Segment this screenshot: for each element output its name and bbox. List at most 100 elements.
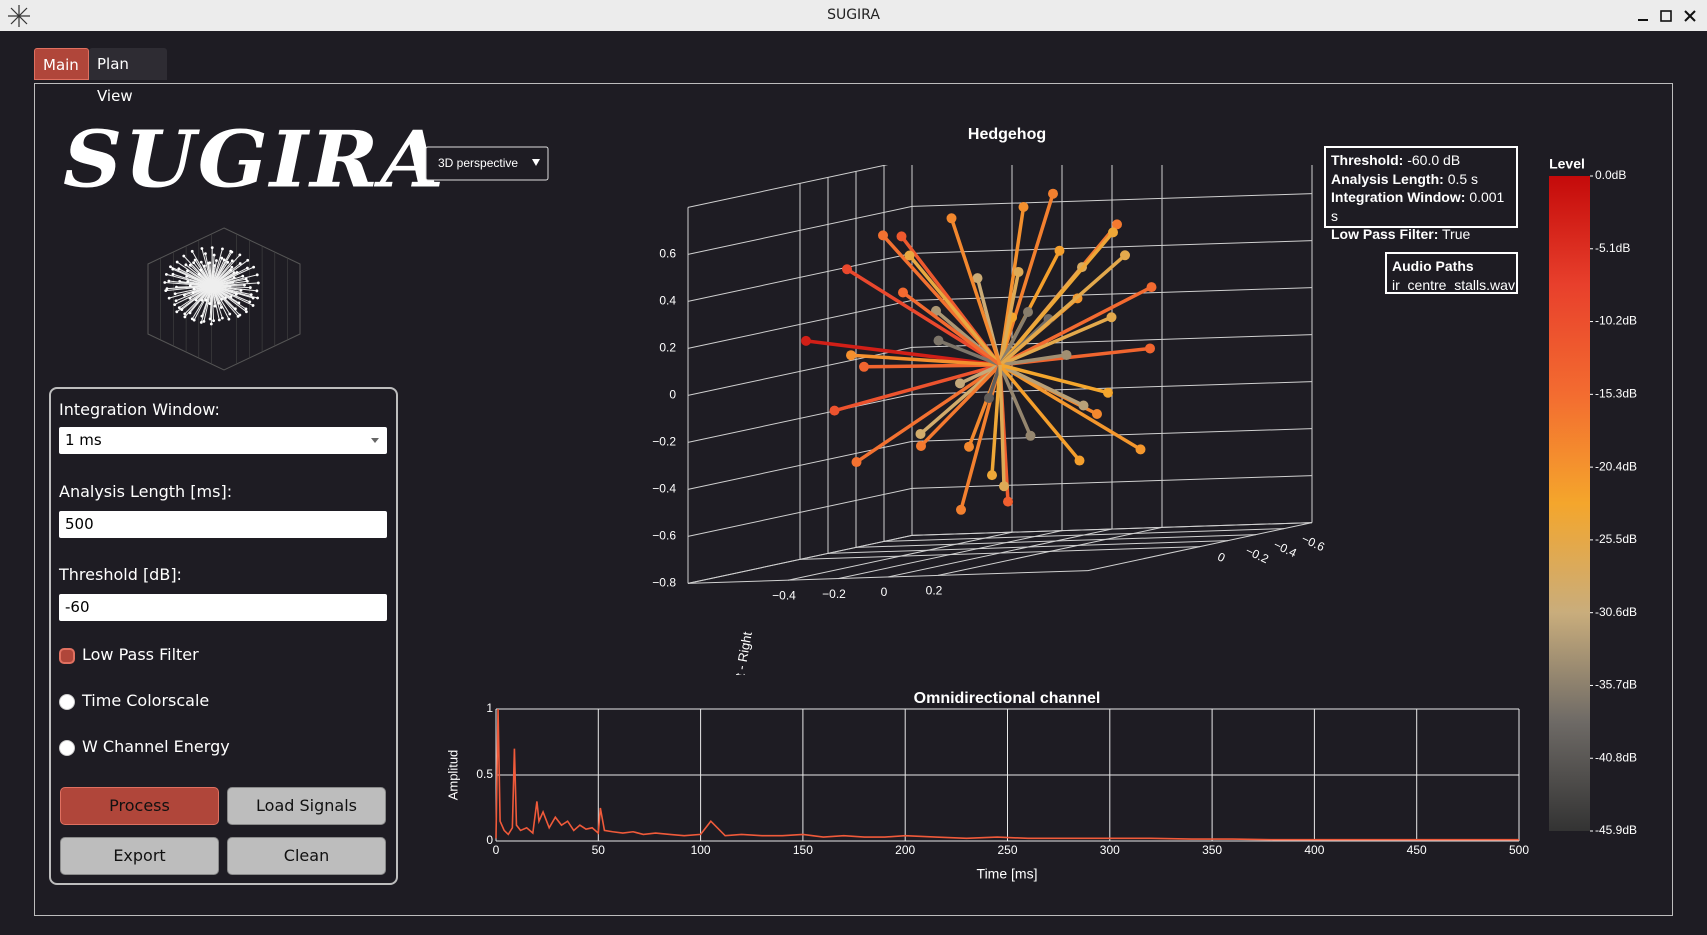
- x-tick-label: 300: [1100, 843, 1120, 857]
- colorbar-tick-label: -5.1dB: [1595, 241, 1630, 255]
- icon-dot: [238, 262, 242, 265]
- checkbox[interactable]: [59, 648, 75, 664]
- icon-spike: [203, 265, 213, 287]
- spike-tip: [1048, 188, 1058, 199]
- icon-spike: [211, 285, 236, 310]
- icon-spike: [211, 285, 231, 315]
- spike-tip: [987, 470, 997, 481]
- threshold-input[interactable]: -60: [59, 594, 387, 621]
- z-tick-label: 0.4: [659, 294, 676, 308]
- close-button[interactable]: [1684, 10, 1696, 22]
- x-tick-label: −0.6: [1299, 532, 1327, 555]
- spike-tip: [1003, 496, 1013, 507]
- icon-dot: [226, 260, 230, 264]
- icon-spike: [211, 269, 231, 287]
- load-button[interactable]: Load Signals: [227, 787, 386, 825]
- icon-dot: [228, 312, 232, 316]
- audio-file: ir_centre_stalls.wav: [1392, 276, 1515, 293]
- icon-dot: [188, 263, 192, 267]
- y-tick-label: 0: [881, 585, 888, 599]
- checkbox[interactable]: [59, 694, 75, 710]
- spike-tip: [1074, 455, 1085, 466]
- icon-dot: [175, 310, 179, 314]
- hedgehog-icon: [147, 227, 301, 371]
- icon-dot: [244, 307, 248, 311]
- spike: [998, 231, 1115, 367]
- maximize-button[interactable]: [1660, 10, 1672, 22]
- spike-tip: [859, 361, 869, 372]
- colorbar-tick-label: -10.2dB: [1595, 314, 1637, 328]
- spike: [998, 364, 1033, 437]
- info-label: Threshold:: [1331, 152, 1404, 168]
- spike-tip: [946, 213, 957, 224]
- spike-tip: [915, 428, 926, 439]
- icon-dot: [188, 284, 192, 288]
- icon-spike: [211, 285, 222, 308]
- spike: [999, 363, 1085, 408]
- icon-dot: [215, 259, 218, 262]
- icon-spike: [211, 284, 245, 287]
- icon-dot: [184, 263, 188, 267]
- icon-dot: [167, 279, 171, 283]
- integration-select[interactable]: 1 ms: [59, 427, 387, 454]
- icon-dot: [255, 289, 259, 293]
- icon-dot: [164, 272, 168, 276]
- icon-dot: [239, 288, 243, 292]
- spike: [998, 364, 1006, 487]
- icon-spike: [192, 285, 213, 294]
- icon-dot: [234, 292, 238, 296]
- spike: [834, 363, 1001, 413]
- icon-spike: [181, 285, 213, 310]
- icon-dot: [249, 293, 253, 296]
- view-select[interactable]: [425, 146, 549, 181]
- spike: [999, 315, 1113, 367]
- icon-spike: [189, 285, 213, 314]
- spike-tip: [955, 378, 965, 389]
- spike: [863, 363, 1001, 369]
- icon-dot: [169, 265, 172, 269]
- icon-frame: [147, 227, 301, 371]
- export-button[interactable]: Export: [60, 837, 219, 875]
- info-value: 0.5 s: [1447, 170, 1479, 187]
- axis-arrow: [607, 462, 619, 471]
- spike-tip: [842, 264, 852, 275]
- icon-dot: [204, 298, 208, 302]
- spike-tip: [956, 504, 966, 515]
- clean-button[interactable]: Clean: [227, 837, 386, 875]
- spike-tip: [1092, 409, 1102, 419]
- icon-dot: [256, 281, 260, 285]
- info-row: Integration Window: 0.001 s: [1331, 188, 1511, 225]
- signal-line: [495, 708, 1519, 841]
- icon-dot: [248, 300, 252, 304]
- info-value: True: [1442, 226, 1471, 242]
- icon-dot: [177, 267, 181, 271]
- checkbox[interactable]: [59, 740, 75, 756]
- process-button[interactable]: Process: [60, 787, 219, 825]
- tab[interactable]: Main: [34, 48, 89, 80]
- y-tick-label: 0: [486, 833, 493, 847]
- icon-spike: [211, 285, 258, 299]
- icon-dot: [175, 260, 179, 264]
- spike: [990, 364, 1002, 476]
- colorbar-tick-label: -40.8dB: [1595, 750, 1637, 764]
- logo: SUGIRA: [63, 114, 446, 206]
- icon-dot: [220, 316, 224, 320]
- analysis-input[interactable]: 500: [59, 511, 387, 538]
- icon-spike: [204, 253, 213, 287]
- icon-dot: [212, 319, 215, 323]
- z-tick-label: −0.8: [652, 576, 676, 590]
- icon-dot: [217, 318, 221, 322]
- icon-dot: [236, 314, 240, 318]
- icon-spike: [211, 285, 240, 304]
- icon-dot: [200, 247, 204, 250]
- tab[interactable]: Plan View: [89, 48, 167, 105]
- spike-tip: [829, 405, 840, 416]
- spike: [998, 311, 1030, 366]
- icon-dot: [251, 304, 255, 307]
- icon-dot: [208, 302, 212, 305]
- icon-spike: [211, 285, 239, 317]
- icon-dot: [230, 259, 234, 263]
- icon-spike: [168, 280, 213, 287]
- x-tick-label: 0: [1215, 550, 1227, 566]
- icon-dot: [182, 254, 186, 258]
